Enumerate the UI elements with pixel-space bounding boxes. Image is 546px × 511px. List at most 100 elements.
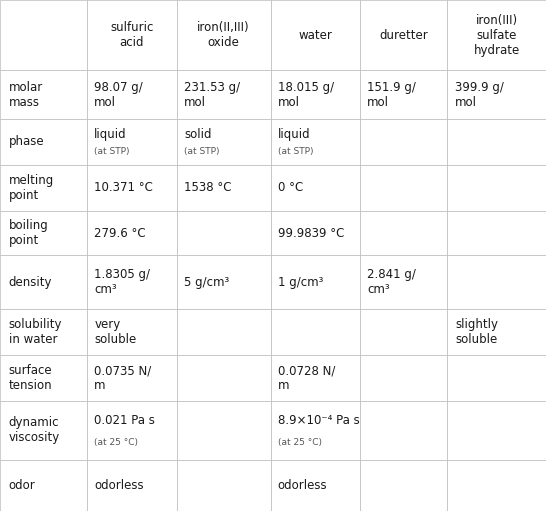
- Bar: [271, 459, 360, 511]
- Text: 1538 °C: 1538 °C: [184, 181, 232, 194]
- Bar: [360, 71, 447, 119]
- Text: 0 °C: 0 °C: [278, 181, 303, 194]
- Bar: [0, 255, 87, 309]
- Bar: [360, 165, 447, 211]
- Text: very
soluble: very soluble: [94, 318, 136, 346]
- Text: (at STP): (at STP): [94, 147, 130, 156]
- Bar: [0, 309, 87, 355]
- Bar: [360, 459, 447, 511]
- Bar: [0, 165, 87, 211]
- Bar: [447, 119, 546, 165]
- Bar: [176, 309, 271, 355]
- Bar: [360, 0, 447, 71]
- Text: 279.6 °C: 279.6 °C: [94, 226, 146, 240]
- Text: density: density: [9, 276, 52, 289]
- Bar: [271, 119, 360, 165]
- Bar: [87, 0, 176, 71]
- Bar: [360, 211, 447, 255]
- Text: phase: phase: [9, 135, 44, 148]
- Bar: [271, 355, 360, 401]
- Text: (at STP): (at STP): [184, 147, 219, 156]
- Text: duretter: duretter: [379, 29, 428, 42]
- Bar: [360, 401, 447, 459]
- Text: odorless: odorless: [278, 479, 328, 492]
- Bar: [447, 71, 546, 119]
- Bar: [87, 165, 176, 211]
- Bar: [447, 0, 546, 71]
- Bar: [360, 355, 447, 401]
- Bar: [87, 459, 176, 511]
- Text: liquid: liquid: [278, 128, 311, 141]
- Bar: [176, 165, 271, 211]
- Text: 98.07 g/
mol: 98.07 g/ mol: [94, 81, 143, 109]
- Bar: [176, 71, 271, 119]
- Bar: [447, 309, 546, 355]
- Bar: [360, 255, 447, 309]
- Text: solid: solid: [184, 128, 211, 141]
- Bar: [87, 255, 176, 309]
- Bar: [87, 401, 176, 459]
- Bar: [447, 211, 546, 255]
- Bar: [271, 401, 360, 459]
- Bar: [271, 165, 360, 211]
- Text: dynamic
viscosity: dynamic viscosity: [9, 416, 60, 445]
- Text: surface
tension: surface tension: [9, 364, 52, 392]
- Text: 151.9 g/
mol: 151.9 g/ mol: [367, 81, 416, 109]
- Bar: [87, 309, 176, 355]
- Text: 5 g/cm³: 5 g/cm³: [184, 276, 229, 289]
- Text: 1 g/cm³: 1 g/cm³: [278, 276, 323, 289]
- Bar: [176, 255, 271, 309]
- Bar: [0, 355, 87, 401]
- Bar: [360, 119, 447, 165]
- Text: solubility
in water: solubility in water: [9, 318, 62, 346]
- Text: 99.9839 °C: 99.9839 °C: [278, 226, 344, 240]
- Bar: [271, 255, 360, 309]
- Text: iron(III)
sulfate
hydrate: iron(III) sulfate hydrate: [473, 14, 520, 57]
- Bar: [0, 0, 87, 71]
- Text: molar
mass: molar mass: [9, 81, 43, 109]
- Text: 0.0728 N/
m: 0.0728 N/ m: [278, 364, 335, 392]
- Bar: [271, 71, 360, 119]
- Text: 8.9×10⁻⁴ Pa s: 8.9×10⁻⁴ Pa s: [278, 414, 360, 427]
- Bar: [176, 119, 271, 165]
- Bar: [0, 459, 87, 511]
- Bar: [447, 255, 546, 309]
- Text: 399.9 g/
mol: 399.9 g/ mol: [455, 81, 504, 109]
- Bar: [176, 211, 271, 255]
- Text: melting
point: melting point: [9, 174, 54, 202]
- Bar: [0, 211, 87, 255]
- Text: liquid: liquid: [94, 128, 127, 141]
- Bar: [176, 0, 271, 71]
- Bar: [447, 165, 546, 211]
- Bar: [271, 211, 360, 255]
- Text: odorless: odorless: [94, 479, 144, 492]
- Text: 0.0735 N/
m: 0.0735 N/ m: [94, 364, 151, 392]
- Bar: [87, 71, 176, 119]
- Text: slightly
soluble: slightly soluble: [455, 318, 498, 346]
- Bar: [0, 401, 87, 459]
- Text: 1.8305 g/
cm³: 1.8305 g/ cm³: [94, 268, 150, 296]
- Text: 0.021 Pa s: 0.021 Pa s: [94, 414, 155, 427]
- Text: (at 25 °C): (at 25 °C): [278, 437, 322, 447]
- Text: 18.015 g/
mol: 18.015 g/ mol: [278, 81, 334, 109]
- Text: (at 25 °C): (at 25 °C): [94, 437, 138, 447]
- Text: 231.53 g/
mol: 231.53 g/ mol: [184, 81, 240, 109]
- Bar: [0, 71, 87, 119]
- Bar: [176, 459, 271, 511]
- Bar: [87, 119, 176, 165]
- Text: iron(II,III)
oxide: iron(II,III) oxide: [197, 21, 250, 49]
- Bar: [271, 309, 360, 355]
- Bar: [87, 211, 176, 255]
- Text: odor: odor: [9, 479, 35, 492]
- Bar: [447, 459, 546, 511]
- Text: (at STP): (at STP): [278, 147, 313, 156]
- Bar: [447, 401, 546, 459]
- Bar: [0, 119, 87, 165]
- Bar: [271, 0, 360, 71]
- Bar: [176, 355, 271, 401]
- Bar: [360, 309, 447, 355]
- Bar: [87, 355, 176, 401]
- Text: boiling
point: boiling point: [9, 219, 49, 247]
- Bar: [176, 401, 271, 459]
- Text: 10.371 °C: 10.371 °C: [94, 181, 153, 194]
